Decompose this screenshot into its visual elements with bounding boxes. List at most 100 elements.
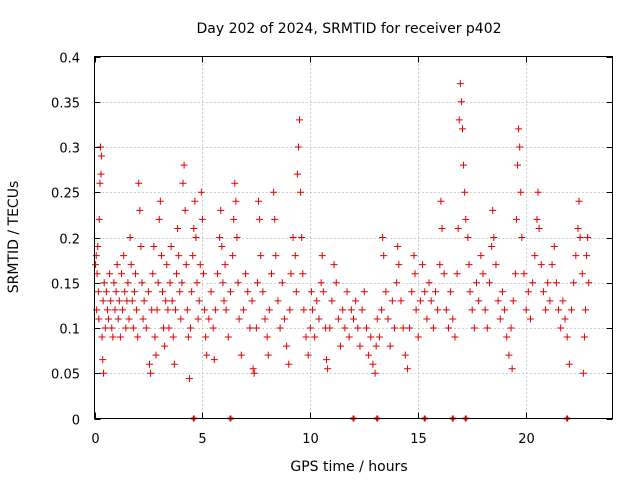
- data-point: [113, 261, 121, 269]
- data-point: [425, 279, 433, 287]
- data-point: [317, 279, 325, 287]
- data-point: [117, 270, 125, 278]
- data-point: [307, 288, 315, 296]
- data-point: [209, 324, 217, 332]
- data-point: [163, 261, 171, 269]
- data-point: [152, 351, 160, 359]
- data-point: [253, 279, 261, 287]
- data-point: [280, 315, 288, 323]
- data-point: [511, 270, 519, 278]
- data-point: [259, 288, 267, 296]
- data-point: [412, 306, 420, 314]
- data-point: [488, 243, 496, 251]
- data-point: [222, 306, 230, 314]
- data-point: [505, 351, 513, 359]
- y-tick-label: 0: [72, 414, 80, 429]
- data-point: [109, 333, 117, 341]
- data-point: [261, 315, 269, 323]
- y-tick-label: 0.15: [51, 278, 80, 293]
- data-point: [447, 288, 455, 296]
- data-point: [489, 206, 497, 214]
- data-point: [120, 252, 128, 260]
- data-point: [306, 324, 314, 332]
- data-point: [138, 279, 146, 287]
- data-point: [108, 324, 116, 332]
- data-point: [136, 206, 144, 214]
- data-point: [271, 215, 279, 223]
- data-point: [192, 234, 200, 241]
- data-point: [146, 360, 154, 368]
- data-point: [555, 306, 563, 314]
- grid-lines: [94, 56, 613, 419]
- data-point: [567, 306, 575, 314]
- data-point: [563, 333, 571, 341]
- data-point: [150, 243, 158, 251]
- x-tick-label: 5: [198, 432, 206, 447]
- data-point: [302, 333, 310, 341]
- data-point: [165, 324, 173, 332]
- data-point: [132, 270, 140, 278]
- data-point: [345, 333, 353, 341]
- data-point: [142, 324, 150, 332]
- data-point: [429, 324, 437, 332]
- data-point: [194, 315, 202, 323]
- y-tick-label: 0.4: [59, 52, 80, 67]
- data-point: [524, 288, 532, 296]
- data-points: [92, 80, 593, 383]
- data-point: [214, 270, 222, 278]
- data-point: [129, 324, 137, 332]
- data-point: [203, 351, 211, 359]
- data-point: [237, 351, 245, 359]
- data-point: [393, 279, 401, 287]
- data-point: [272, 252, 280, 260]
- data-point: [221, 261, 229, 269]
- data-point: [255, 197, 263, 205]
- data-point: [315, 315, 323, 323]
- data-point: [408, 288, 416, 296]
- data-point: [130, 288, 138, 296]
- data-point: [99, 356, 107, 364]
- axis-ticks: [94, 56, 613, 420]
- data-point: [92, 261, 100, 269]
- data-point: [330, 261, 338, 269]
- data-point: [561, 315, 569, 323]
- data-point: [411, 270, 419, 278]
- data-point: [434, 306, 442, 314]
- data-point: [483, 324, 491, 332]
- data-point: [230, 215, 238, 223]
- data-point: [494, 297, 502, 305]
- data-point: [337, 342, 345, 350]
- data-point: [465, 261, 473, 269]
- data-point: [185, 375, 193, 383]
- data-point: [283, 342, 291, 350]
- data-point: [565, 360, 573, 368]
- data-point: [311, 333, 319, 341]
- y-tick-label: 0.2: [59, 233, 80, 248]
- data-point: [479, 270, 487, 278]
- data-point: [514, 161, 522, 169]
- data-point: [356, 342, 364, 350]
- data-point: [231, 179, 239, 187]
- data-point: [507, 324, 515, 332]
- data-point: [490, 234, 498, 241]
- data-point: [449, 315, 457, 323]
- data-point: [455, 116, 463, 124]
- data-point: [304, 351, 312, 359]
- data-point: [492, 261, 500, 269]
- data-point: [461, 188, 469, 196]
- data-point: [470, 324, 478, 332]
- data-point: [292, 288, 300, 296]
- data-point: [92, 252, 100, 260]
- data-point: [232, 197, 240, 205]
- data-point: [183, 306, 191, 314]
- data-point: [161, 342, 169, 350]
- x-tick-label: 15: [410, 432, 427, 447]
- data-point: [403, 365, 411, 373]
- data-point: [207, 288, 215, 296]
- data-point: [179, 179, 187, 187]
- data-point: [508, 365, 516, 373]
- data-point: [496, 315, 504, 323]
- data-point: [220, 297, 228, 305]
- data-point: [537, 261, 545, 269]
- data-point: [267, 270, 275, 278]
